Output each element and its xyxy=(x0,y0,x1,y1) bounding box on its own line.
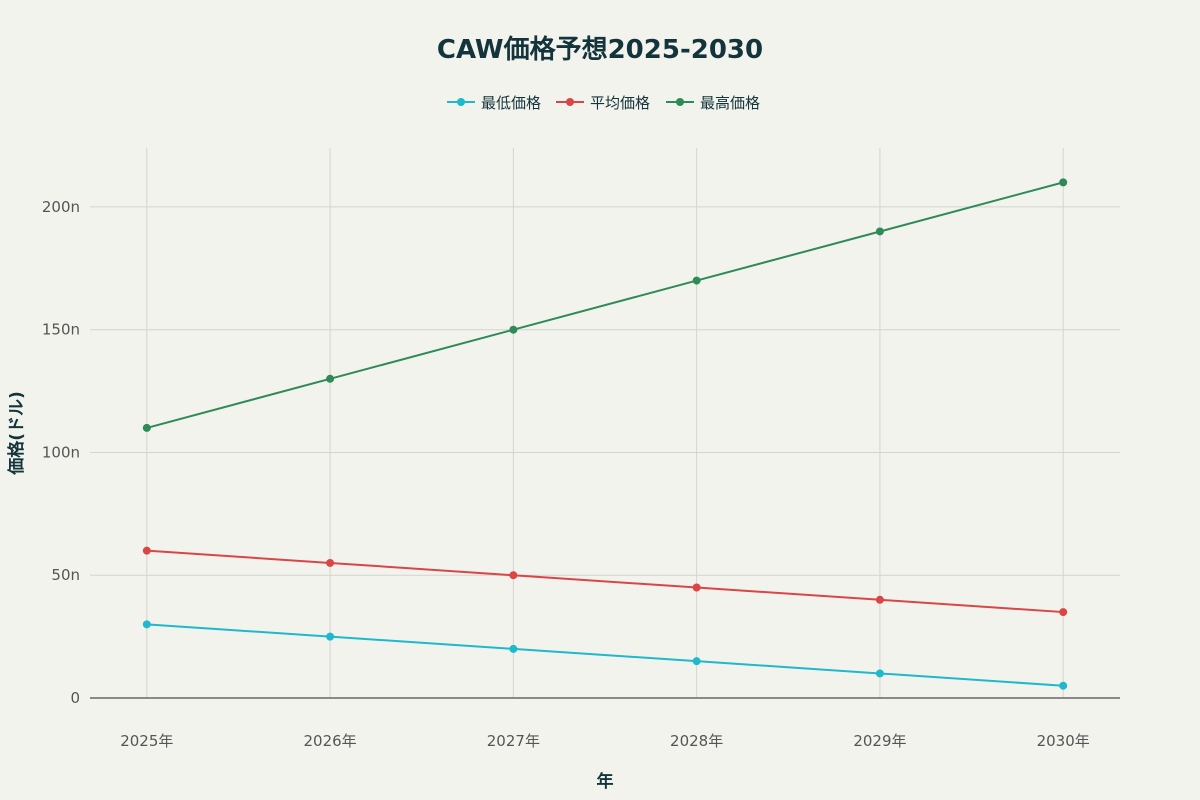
legend-marker xyxy=(676,98,684,106)
data-point xyxy=(142,620,151,629)
legend: 最低価格 平均価格 最高価格 xyxy=(447,94,760,112)
data-point xyxy=(509,571,518,580)
data-point xyxy=(326,558,335,567)
data-point xyxy=(326,374,335,383)
data-point xyxy=(509,325,518,334)
y-tick-label: 100n xyxy=(42,443,80,461)
data-point xyxy=(875,227,884,236)
data-point xyxy=(142,546,151,555)
legend-label: 最低価格 xyxy=(481,94,541,112)
y-tick-label: 0 xyxy=(70,689,80,707)
data-point xyxy=(875,595,884,604)
x-tick-label: 2029年 xyxy=(853,732,906,750)
series-line xyxy=(146,623,1064,687)
data-point xyxy=(509,644,518,653)
data-point xyxy=(142,423,151,432)
series-line xyxy=(146,549,1064,614)
data-point xyxy=(1059,681,1068,690)
x-tick-label: 2026年 xyxy=(303,732,356,750)
data-point xyxy=(1059,178,1068,187)
data-point xyxy=(692,583,701,592)
y-axis-title: 価格(ドル) xyxy=(6,391,27,476)
data-point xyxy=(1059,608,1068,617)
chart-title: CAW価格予想2025-2030 xyxy=(437,34,763,65)
data-point xyxy=(875,669,884,678)
x-axis-title: 年 xyxy=(597,771,614,792)
legend-marker xyxy=(566,98,574,106)
y-tick-label: 200n xyxy=(42,198,80,216)
data-point xyxy=(692,276,701,285)
x-tick-label: 2025年 xyxy=(120,732,173,750)
x-tick-label: 2030年 xyxy=(1037,732,1090,750)
data-point xyxy=(326,632,335,641)
legend-label: 平均価格 xyxy=(590,94,650,112)
legend-marker xyxy=(457,98,465,106)
data-point xyxy=(692,657,701,666)
ticks: 2025年 2026年 2027年 2028年 2029年 2030年 0 50n 100n 15… xyxy=(42,198,1090,750)
series-line xyxy=(146,181,1064,429)
legend-label: 最高価格 xyxy=(700,94,760,112)
y-tick-label: 150n xyxy=(42,321,80,339)
grid xyxy=(90,148,1120,699)
y-tick-label: 50n xyxy=(51,566,80,584)
x-tick-label: 2028年 xyxy=(670,732,723,750)
x-tick-label: 2027年 xyxy=(487,732,540,750)
series-group xyxy=(142,178,1068,690)
